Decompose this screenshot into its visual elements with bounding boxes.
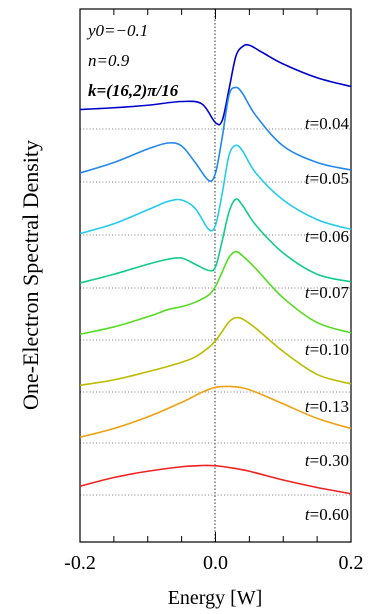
series-line-t=0.04 — [79, 43, 352, 126]
series-line-t=0.05 — [79, 86, 352, 182]
baselines-group — [80, 128, 351, 496]
series-label-t=0.06: t=0.06 — [305, 227, 349, 246]
series-label-t=0.13: t=0.13 — [305, 397, 349, 416]
param-y0: y0=−0.1 — [86, 21, 148, 40]
series-line-t=0.13 — [79, 316, 352, 387]
series-line-t=0.10 — [79, 250, 352, 335]
ticks-group: -0.2 0.0 0.2 — [64, 9, 364, 574]
series-label-t=0.60: t=0.60 — [305, 505, 349, 524]
x-tick-label: -0.2 — [64, 552, 96, 574]
x-tick-label: 0.2 — [339, 552, 364, 574]
param-n: n=0.9 — [88, 51, 130, 70]
series-label-t=0.05: t=0.05 — [305, 169, 349, 188]
series-line-t=0.60 — [79, 464, 352, 495]
y-axis-label: One-Electron Spectral Density — [18, 140, 43, 410]
series-label-t=0.07: t=0.07 — [305, 283, 350, 302]
series-line-t=0.07 — [79, 198, 352, 284]
curves-group — [79, 43, 352, 495]
param-k: k=(16,2)π/16 — [88, 81, 179, 100]
parameter-annotations: y0=−0.1 n=0.9 k=(16,2)π/16 — [86, 21, 179, 100]
series-label-t=0.10: t=0.10 — [305, 340, 349, 359]
series-label-t=0.30: t=0.30 — [305, 451, 349, 470]
x-axis-label: Energy [W] — [168, 587, 263, 609]
x-tick-label: 0.0 — [203, 552, 228, 574]
curve-labels-group: t=0.04 t=0.05 t=0.06 t=0.07 t=0.10 t=0.13 t=0.… — [305, 114, 350, 524]
series-label-t=0.04: t=0.04 — [305, 114, 350, 133]
series-line-t=0.06 — [79, 144, 352, 235]
series-line-t=0.30 — [79, 385, 352, 438]
